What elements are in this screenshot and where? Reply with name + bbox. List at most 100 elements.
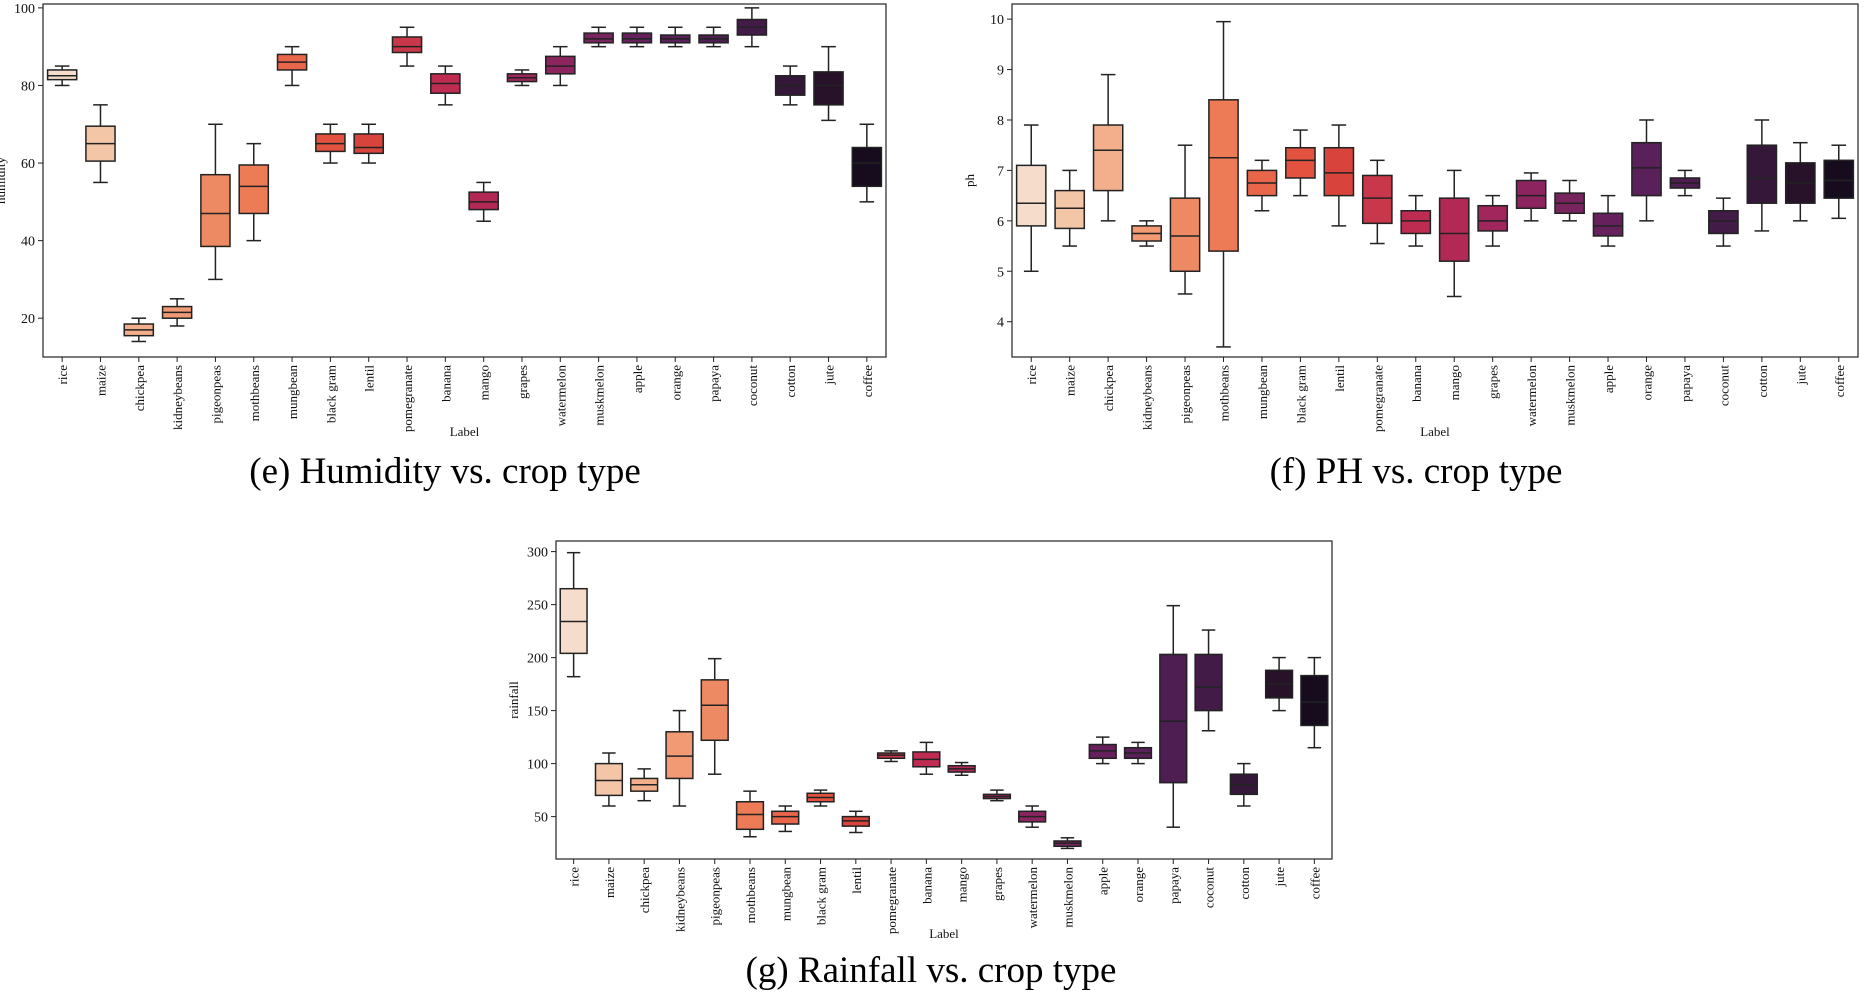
ph-box-cotton	[1746, 119, 1778, 232]
humidity-box-mungbean	[276, 45, 308, 87]
rainfall-box-mothbeans	[735, 790, 765, 838]
rainfall-box-papaya	[1159, 604, 1188, 828]
humidity-xtick-label: papaya	[707, 365, 722, 402]
rainfall-box-orange	[1123, 741, 1153, 765]
humidity-iqr-box	[813, 71, 844, 106]
ph-iqr-box	[1169, 197, 1201, 273]
humidity-iqr-box	[46, 69, 78, 81]
rainfall-xtick-label: mungbean	[778, 867, 793, 922]
rainfall-xtick-label: kidneybeans	[672, 867, 687, 932]
rainfall-box-chickpea	[630, 768, 659, 802]
ph-ytick-label: 4	[997, 316, 1004, 331]
humidity-xtick-label: banana	[438, 365, 453, 402]
ph-xtick-label: pomegranate	[1370, 365, 1385, 432]
rainfall-xtick-label: rice	[567, 867, 582, 887]
ph-xtick-label: coffee	[1832, 365, 1847, 397]
rainfall-box-banana	[912, 741, 941, 775]
ph-xlabel: Label	[1420, 424, 1450, 439]
ph-iqr-box	[1323, 146, 1355, 197]
ph-iqr-box	[1746, 144, 1778, 204]
rainfall-box-kidneybeans	[665, 709, 694, 807]
humidity-xtick-label: jute	[822, 365, 837, 386]
rainfall-box-apple	[1088, 736, 1117, 765]
ph-box-grapes	[1477, 194, 1509, 247]
ph-ytick-label: 7	[997, 164, 1004, 179]
humidity-iqr-box	[621, 32, 653, 44]
humidity-ytick-label: 80	[21, 79, 35, 94]
rainfall-iqr-box	[665, 731, 694, 780]
humidity-box-chickpea	[123, 317, 155, 343]
rainfall-xtick-label: black gram	[814, 867, 829, 925]
humidity-ytick-label: 60	[21, 157, 35, 172]
humidity-iqr-box	[238, 164, 270, 215]
ph-chart: 4 5 6 7 8 9 10 ph Label rice maize chickpea kidneybe…	[962, 3, 1859, 439]
humidity-xtick-label: cotton	[783, 365, 798, 398]
humidity-ytick-label: 100	[14, 2, 35, 17]
humidity-iqr-box	[468, 191, 499, 211]
rainfall-iqr-box	[700, 679, 729, 742]
humidity-xtick-label: mungbean	[285, 365, 300, 420]
humidity-iqr-box	[391, 36, 423, 54]
ph-iqr-box	[1400, 210, 1432, 235]
rainfall-box-pomegranate	[876, 750, 906, 763]
ph-box-papaya	[1669, 169, 1701, 197]
ph-box-pigeonpeas	[1169, 144, 1201, 295]
ph-xtick-label: cotton	[1755, 365, 1770, 398]
humidity-xtick-label: muskmelon	[592, 365, 607, 426]
ph-xtick-label: mango	[1447, 365, 1462, 400]
humidity-iqr-box	[315, 133, 346, 153]
rainfall-xtick-label: banana	[919, 867, 934, 904]
humidity-box-pomegranate	[391, 26, 423, 67]
humidity-xtick-label: chickpea	[132, 365, 147, 411]
rainfall-xtick-label: apple	[1096, 867, 1111, 895]
humidity-xtick-label: maize	[93, 365, 108, 396]
rainfall-xtick-label: orange	[1131, 867, 1146, 903]
humidity-iqr-box	[544, 55, 576, 75]
humidity-ytick-label: 40	[21, 235, 35, 250]
rainfall-xtick-label: mothbeans	[743, 867, 758, 923]
ph-iqr-box	[1515, 179, 1547, 209]
ph-box-muskmelon	[1554, 179, 1585, 222]
humidity-xtick-label: mango	[477, 365, 492, 400]
rainfall-xtick-label: coffee	[1307, 867, 1322, 899]
humidity-xtick-label: kidneybeans	[170, 365, 185, 430]
ph-box-mothbeans	[1208, 20, 1239, 348]
rainfall-box-coffee	[1300, 656, 1329, 749]
humidity-box-black-gram	[315, 123, 346, 164]
humidity-ytick-label: 20	[21, 312, 35, 327]
rainfall-ylabel: rainfall	[506, 681, 521, 719]
ph-xtick-label: banana	[1409, 365, 1424, 402]
ph-xtick-label: pigeonpeas	[1178, 365, 1193, 423]
rainfall-box-coconut	[1194, 629, 1223, 732]
rainfall-ytick-label: 50	[534, 811, 548, 826]
ph-iqr-box	[1708, 210, 1739, 235]
rainfall-xtick-label: mango	[955, 867, 970, 902]
rainfall-box-watermelon	[1018, 805, 1047, 828]
rainfall-box-cotton	[1229, 762, 1258, 807]
ph-xtick-label: coconut	[1716, 365, 1731, 407]
rainfall-iqr-box	[1159, 653, 1188, 784]
rainfall-xtick-label: watermelon	[1025, 867, 1040, 929]
ph-xtick-label: lentil	[1332, 365, 1347, 392]
ph-iqr-box	[1631, 141, 1662, 197]
rainfall-caption: (g) Rainfall vs. crop type	[746, 950, 1117, 991]
humidity-box-coffee	[851, 123, 883, 203]
humidity-box-grapes	[506, 69, 538, 87]
humidity-box-watermelon	[544, 45, 576, 87]
rainfall-ytick-label: 200	[527, 652, 548, 667]
humidity-xtick-label: orange	[668, 365, 683, 401]
ph-box-lentil	[1323, 124, 1355, 227]
ph-box-maize	[1054, 169, 1086, 247]
rainfall-ytick-label: 300	[527, 546, 548, 561]
rainfall-plot-frame	[555, 540, 1333, 860]
ph-box-coffee	[1823, 144, 1855, 220]
humidity-xtick-label: coconut	[745, 365, 760, 407]
rainfall-box-lentil	[841, 810, 870, 834]
rainfall-chart: 50 100 150 200 250 300 rainfall Label rice maize c…	[506, 540, 1333, 941]
rainfall-box-mango	[947, 761, 976, 777]
ph-box-mungbean	[1246, 159, 1278, 212]
rainfall-xtick-label: grapes	[990, 867, 1005, 901]
ph-box-jute	[1784, 141, 1816, 222]
humidity-box-mango	[468, 181, 499, 222]
